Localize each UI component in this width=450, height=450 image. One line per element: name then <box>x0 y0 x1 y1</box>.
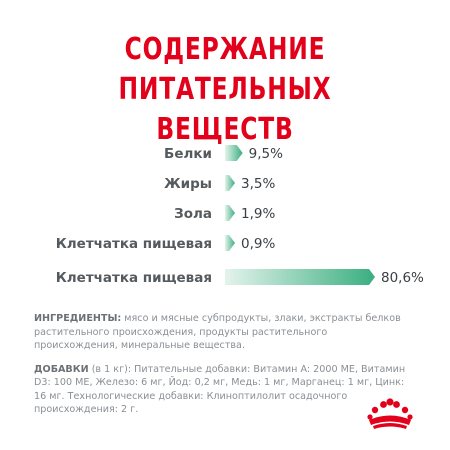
ingredients-key: ИНГРЕДИЕНТЫ: <box>34 313 122 324</box>
page-title: СОДЕРЖАНИЕ ПИТАТЕЛЬНЫХ ВЕЩЕСТВ <box>50 30 401 150</box>
nutrient-bar-chart: Белки 9,5% Жиры 3,5% Зола 1,9% Клетчатка пищев… <box>56 145 424 286</box>
value-label: 3,5% <box>241 176 275 192</box>
bar <box>225 269 375 285</box>
bar <box>225 145 243 161</box>
value-label: 9,5% <box>249 146 283 162</box>
category-label: Зола <box>174 206 212 222</box>
category-label: Клетчатка пищевая <box>56 270 212 286</box>
bar <box>225 205 235 221</box>
value-label: 80,6% <box>381 270 424 286</box>
additives-text: (в 1 кг): Питательные добавки: Витамин A… <box>34 363 406 416</box>
additives-key: ДОБАВКИ <box>34 363 89 375</box>
bar <box>225 235 235 251</box>
category-label: Белки <box>164 146 212 162</box>
additives-paragraph: ДОБАВКИ (в 1 кг): Питательные добавки: В… <box>34 363 414 417</box>
title-line-1: СОДЕРЖАНИЕ <box>124 32 326 67</box>
ingredients-paragraph: ИНГРЕДИЕНТЫ: мясо и мясные субпродукты, … <box>34 312 414 353</box>
bar <box>225 175 235 191</box>
ingredients-text: мясо и мясные субпродукты, злаки, экстра… <box>34 313 401 351</box>
composition-notes: ИНГРЕДИЕНТЫ: мясо и мясные субпродукты, … <box>34 312 414 427</box>
category-label: Клетчатка пищевая <box>56 236 212 252</box>
title-line-2: ПИТАТЕЛЬНЫХ ВЕЩЕСТВ <box>118 72 332 147</box>
royal-canin-crown-icon <box>367 398 413 429</box>
value-label: 0,9% <box>241 236 275 252</box>
category-label: Жиры <box>164 176 212 192</box>
value-label: 1,9% <box>241 206 275 222</box>
